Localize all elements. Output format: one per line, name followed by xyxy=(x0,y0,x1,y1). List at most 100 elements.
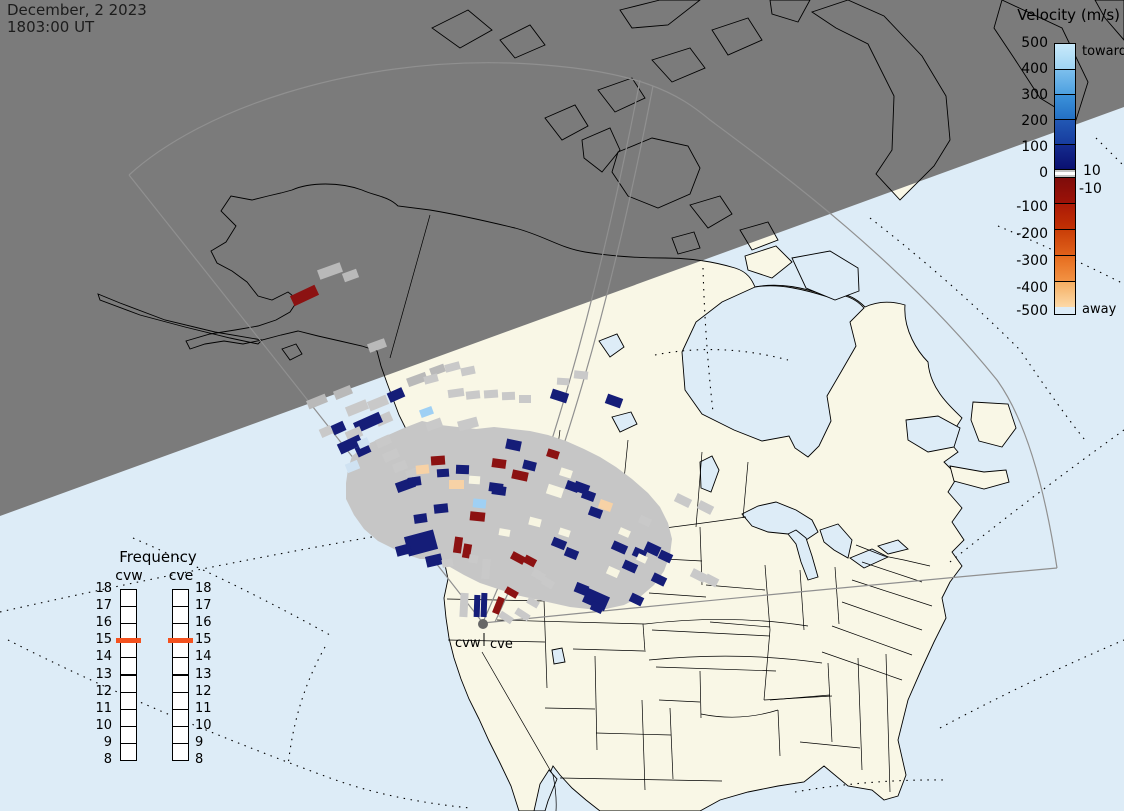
velocity-cell xyxy=(491,458,507,469)
velocity-cell xyxy=(449,480,464,489)
frequency-legend-title: Frequency xyxy=(119,548,197,566)
frequency-level-label-left: 13 xyxy=(95,666,112,682)
velocity-cell xyxy=(344,426,364,442)
velocity-cell xyxy=(407,476,422,487)
velocity-cell xyxy=(703,573,720,588)
colorbar-tick-label: 0 xyxy=(1039,165,1048,181)
timestamp-time: 1803:00 UT xyxy=(7,18,95,36)
colorbar-tick-label: -400 xyxy=(1016,280,1048,296)
velocity-cell xyxy=(635,553,649,564)
velocity-cell xyxy=(341,268,360,283)
velocity-cell xyxy=(460,365,476,377)
velocity-cell xyxy=(540,576,556,590)
frequency-marker xyxy=(168,638,193,644)
velocity-cell xyxy=(419,406,434,418)
velocity-cell xyxy=(469,511,486,522)
velocity-cell xyxy=(436,468,450,478)
velocity-cell xyxy=(413,513,428,524)
velocity-cell xyxy=(498,610,514,625)
velocity-cell xyxy=(457,416,479,432)
colorbar-tick-label: 200 xyxy=(1021,113,1048,129)
frequency-scale-cell xyxy=(120,742,137,761)
frequency-level-label-right: 17 xyxy=(195,598,212,614)
velocity-cell xyxy=(444,361,461,373)
night-shade xyxy=(0,0,1124,516)
velocity-cell xyxy=(318,424,334,439)
velocity-cell xyxy=(433,503,449,514)
colorbar-inner-pos-label: 10 xyxy=(1083,163,1101,179)
velocity-cell xyxy=(587,506,604,519)
frequency-scale-cell xyxy=(172,674,189,693)
velocity-cell xyxy=(424,417,444,432)
radar-site-label-cvw: cvw xyxy=(455,636,481,651)
velocity-cell xyxy=(306,393,328,410)
velocity-cell xyxy=(391,459,409,474)
velocity-cell xyxy=(461,543,473,559)
velocity-cell xyxy=(381,448,401,463)
velocity-cell xyxy=(556,377,570,386)
velocity-cell xyxy=(406,371,428,388)
velocity-cell xyxy=(549,388,570,404)
frequency-scale-cell xyxy=(120,589,137,608)
frequency-level-label-right: 12 xyxy=(195,683,212,699)
frequency-level-label-left: 8 xyxy=(103,752,112,767)
velocity-cell xyxy=(481,558,491,580)
velocity-cell xyxy=(403,529,439,557)
colorbar-segment xyxy=(1055,281,1075,307)
frequency-level-label-right: 9 xyxy=(195,734,204,750)
velocity-cell xyxy=(621,559,639,574)
velocity-cell xyxy=(441,558,454,568)
velocity-cell xyxy=(511,469,529,482)
velocity-cell xyxy=(472,498,487,509)
colorbar-toward-label: toward xyxy=(1082,44,1124,59)
frequency-scale-cell xyxy=(172,742,189,761)
velocity-cell xyxy=(573,581,590,597)
colorbar-tick-label: 400 xyxy=(1021,61,1048,77)
velocity-cell xyxy=(610,540,629,555)
velocity-cell xyxy=(354,442,372,458)
velocity-cell xyxy=(415,464,430,475)
velocity-cell xyxy=(366,394,390,412)
frequency-level-label-left: 14 xyxy=(95,649,112,665)
velocity-cell xyxy=(468,475,481,485)
frequency-level-label-right: 11 xyxy=(195,700,212,716)
velocity-cell xyxy=(689,568,708,583)
frequency-level-label-left: 11 xyxy=(95,700,112,716)
velocity-cell xyxy=(452,536,464,554)
velocity-cell xyxy=(430,455,446,466)
velocity-cell xyxy=(522,554,538,568)
velocity-cell xyxy=(317,262,343,280)
velocity-cell xyxy=(597,499,614,512)
velocity-cell xyxy=(605,565,621,579)
velocity-cell xyxy=(330,420,347,436)
colorbar-segment xyxy=(1055,229,1075,255)
velocity-cell xyxy=(332,384,354,401)
velocity-cell xyxy=(483,389,499,399)
frequency-scale-cell xyxy=(120,725,137,744)
velocity-cell xyxy=(514,607,531,622)
velocity-cell xyxy=(344,399,370,417)
colorbar-title: Velocity (m/s) xyxy=(1017,6,1120,24)
frequency-column-cvw: cvw xyxy=(115,568,143,584)
colorbar-tick-label: 300 xyxy=(1021,87,1048,103)
colorbar-segment xyxy=(1055,119,1075,144)
velocity-cell xyxy=(504,586,519,599)
velocity-cell xyxy=(492,596,505,615)
velocity-cell xyxy=(424,553,444,568)
velocity-cell xyxy=(519,395,531,403)
frequency-scale-cell xyxy=(120,674,137,693)
velocity-cell xyxy=(289,284,320,307)
velocity-cell xyxy=(628,592,645,607)
velocity-cell xyxy=(423,373,439,385)
colorbar-tick-label: 100 xyxy=(1021,139,1048,155)
velocity-cell xyxy=(459,592,469,618)
frequency-level-label-left: 16 xyxy=(95,615,112,631)
colorbar-tick-label: -200 xyxy=(1016,226,1048,242)
frequency-marker xyxy=(116,638,141,644)
velocity-cell xyxy=(563,546,580,561)
velocity-cell xyxy=(604,393,624,409)
colorbar-tick-label: -300 xyxy=(1016,253,1048,269)
frequency-scale-cell xyxy=(120,708,137,727)
frequency-level-label-right: 10 xyxy=(195,717,212,733)
